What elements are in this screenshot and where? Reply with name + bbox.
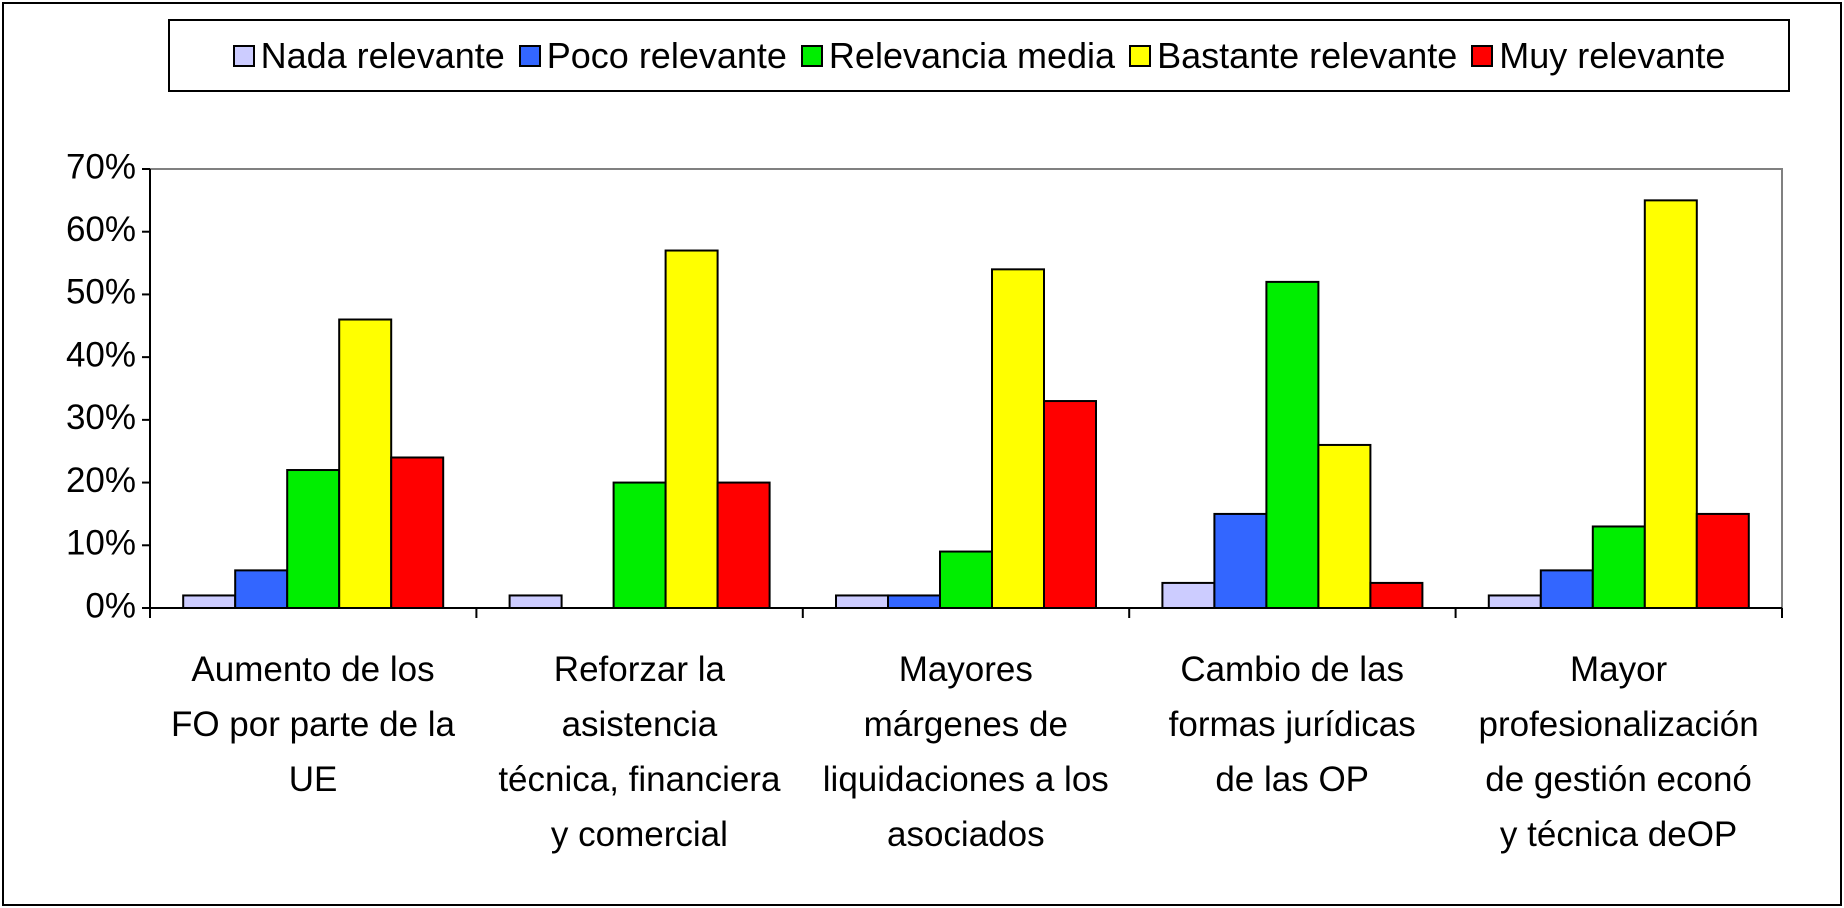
bar	[1487, 594, 1542, 610]
legend-label: Muy relevante	[1499, 34, 1726, 76]
legend-item: Relevancia media	[800, 34, 1116, 77]
y-tick-label: 30%	[66, 398, 136, 437]
legend-swatch	[800, 44, 823, 67]
bar	[1161, 581, 1216, 610]
legend-item: Bastante relevante	[1129, 35, 1457, 77]
bar	[664, 249, 719, 609]
bar	[338, 318, 393, 609]
bar	[835, 594, 889, 610]
bar	[939, 550, 993, 609]
bar	[612, 481, 667, 610]
legend-label: Nada relevante	[260, 34, 505, 76]
legend-swatch	[518, 44, 541, 67]
y-tick-label: 10%	[66, 524, 136, 563]
x-tick-label: Reforzar la asistencia técnica, financie…	[498, 650, 781, 854]
y-tick-label: 50%	[66, 273, 136, 312]
y-tick-label: 70%	[66, 147, 136, 186]
bar	[286, 469, 341, 609]
bar	[1043, 400, 1097, 609]
bar	[234, 569, 289, 609]
bar	[991, 268, 1045, 609]
legend-label: Relevancia media	[828, 34, 1116, 76]
bar	[1643, 199, 1698, 609]
bar	[887, 594, 941, 610]
x-tick-label: Aumento de los FO por parte de la UE	[170, 650, 456, 799]
legend-swatch	[1129, 44, 1152, 67]
bar	[1695, 512, 1750, 610]
y-tick-label: 40%	[66, 335, 136, 374]
bar	[1317, 443, 1372, 610]
bar	[1265, 280, 1320, 609]
bar	[1369, 581, 1424, 610]
x-tick-label: Cambio de las formas jurídicas de las OP	[1168, 650, 1416, 799]
legend-item: Poco relevante	[518, 34, 787, 77]
bar	[1539, 569, 1594, 609]
bar	[716, 481, 771, 610]
y-tick-label: 20%	[66, 461, 136, 500]
x-tick-label: Mayor profesionalización de gestión econ…	[1478, 650, 1759, 854]
legend-item: Nada relevante	[232, 34, 505, 77]
y-tick-label: 60%	[66, 210, 136, 249]
legend-item: Muy relevante	[1471, 35, 1725, 77]
legend-label: Bastante relevante	[1157, 34, 1458, 76]
bar	[1213, 512, 1268, 610]
bar	[390, 456, 445, 609]
legend-swatch	[1471, 44, 1494, 67]
x-tick-label: Mayores márgenes de liquidaciones a los …	[822, 650, 1109, 854]
bar	[508, 594, 563, 610]
legend-label: Poco relevante	[546, 34, 787, 76]
bar	[1591, 525, 1646, 610]
bar	[182, 594, 237, 610]
legend-swatch	[232, 44, 255, 67]
legend: Nada relevante Poco relevante Relevancia m…	[168, 19, 1790, 92]
y-tick-label: 0%	[85, 586, 136, 625]
